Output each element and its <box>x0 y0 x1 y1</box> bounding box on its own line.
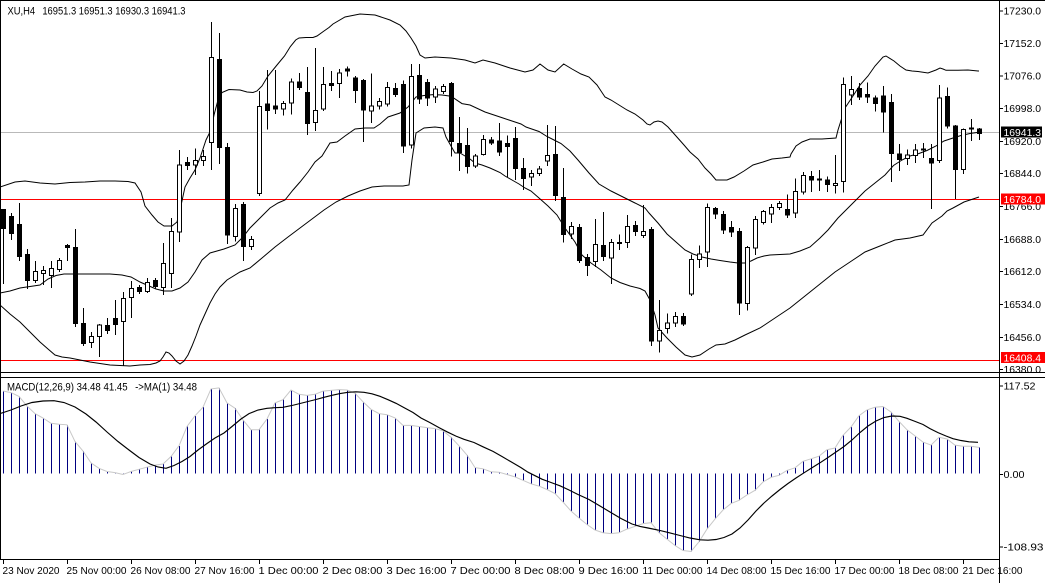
svg-text:16784.0: 16784.0 <box>1004 194 1042 206</box>
svg-text:16941.3: 16941.3 <box>1004 127 1042 139</box>
svg-text:2 Dec 08:00: 2 Dec 08:00 <box>323 565 383 577</box>
svg-text:16456.0: 16456.0 <box>1004 332 1042 344</box>
svg-text:26 Nov 08:00: 26 Nov 08:00 <box>131 565 191 577</box>
svg-text:16688.0: 16688.0 <box>1004 234 1042 246</box>
svg-text:23 Nov 2020: 23 Nov 2020 <box>3 565 60 577</box>
svg-text:16844.0: 16844.0 <box>1004 168 1042 180</box>
svg-text:25 Nov 00:00: 25 Nov 00:00 <box>67 565 127 577</box>
svg-text:16408.4: 16408.4 <box>1004 353 1042 365</box>
svg-text:16380.0: 16380.0 <box>1004 364 1042 376</box>
svg-text:17152.0: 17152.0 <box>1004 38 1042 50</box>
svg-text:7 Dec 00:00: 7 Dec 00:00 <box>451 565 511 577</box>
svg-text:21 Dec 16:00: 21 Dec 16:00 <box>963 565 1023 577</box>
svg-text:117.52: 117.52 <box>1004 380 1036 392</box>
svg-text:17 Dec 00:00: 17 Dec 00:00 <box>835 565 895 577</box>
svg-text:9 Dec 16:00: 9 Dec 16:00 <box>579 565 639 577</box>
svg-text:16612.0: 16612.0 <box>1004 266 1042 278</box>
svg-text:18 Dec 08:00: 18 Dec 08:00 <box>899 565 959 577</box>
svg-text:1 Dec 00:00: 1 Dec 00:00 <box>259 565 319 577</box>
svg-text:16534.0: 16534.0 <box>1004 299 1042 311</box>
svg-text:17230.0: 17230.0 <box>1004 5 1042 17</box>
svg-text:16920.0: 16920.0 <box>1004 136 1042 148</box>
svg-text:17076.0: 17076.0 <box>1004 70 1042 82</box>
svg-text:14 Dec 08:00: 14 Dec 08:00 <box>707 565 767 577</box>
svg-text:XU,H4 16951.3 16951.3 16930.3: XU,H4 16951.3 16951.3 16930.3 16941.3 <box>8 6 186 18</box>
svg-text:MACD(12,26,9) 34.48 41.45 ->M: MACD(12,26,9) 34.48 41.45 ->MA(1) 34.48 <box>7 382 197 394</box>
svg-text:-108.93: -108.93 <box>1004 542 1044 554</box>
svg-text:8 Dec 08:00: 8 Dec 08:00 <box>515 565 575 577</box>
svg-text:0.00: 0.00 <box>1004 469 1025 481</box>
svg-text:3 Dec 16:00: 3 Dec 16:00 <box>387 565 447 577</box>
svg-text:15 Dec 16:00: 15 Dec 16:00 <box>771 565 831 577</box>
svg-text:11 Dec 00:00: 11 Dec 00:00 <box>643 565 703 577</box>
svg-text:16998.0: 16998.0 <box>1004 103 1042 115</box>
svg-text:27 Nov 16:00: 27 Nov 16:00 <box>195 565 255 577</box>
